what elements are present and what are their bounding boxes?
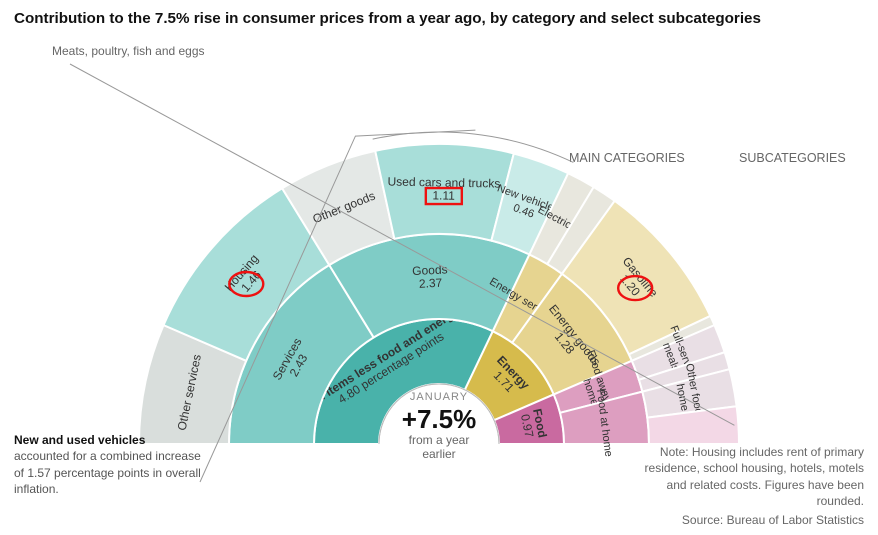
center-sub1: from a year xyxy=(409,433,470,447)
svg-text:1.11: 1.11 xyxy=(432,188,455,202)
subcategories-label: SUBCATEGORIES xyxy=(739,151,846,165)
housing-note: Note: Housing includes rent of primary r… xyxy=(634,444,864,509)
vehicles-annotation: New and used vehicles accounted for a co… xyxy=(14,432,204,497)
vehicles-annotation-body: accounted for a combined increase of 1.5… xyxy=(14,449,201,495)
vehicles-annotation-title: New and used vehicles xyxy=(14,433,145,447)
main-categories-label: MAIN CATEGORIES xyxy=(569,151,685,165)
source-line: Source: Bureau of Labor Statistics xyxy=(682,513,864,527)
chart-title: Contribution to the 7.5% rise in consume… xyxy=(14,10,761,27)
center-headline: +7.5% xyxy=(402,404,476,434)
svg-text:2.37: 2.37 xyxy=(419,276,443,291)
center-month: JANUARY xyxy=(410,391,468,403)
center-sub2: earlier xyxy=(422,447,455,461)
